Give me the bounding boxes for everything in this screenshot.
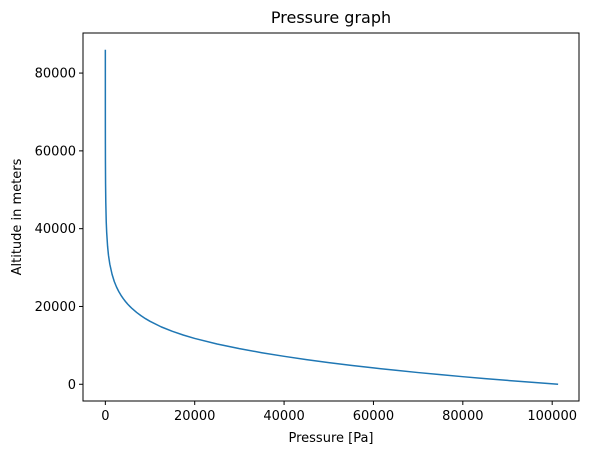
- y-tick-label: 40000: [35, 222, 76, 237]
- y-axis-label: Altitude in meters: [10, 158, 25, 275]
- plot-area: [82, 32, 580, 402]
- series-line: [104, 49, 559, 386]
- y-axis-ticks: 0 20000 40000 60000 80000: [35, 67, 83, 393]
- x-axis-ticks: 0 20000 40000 60000 80000 100000: [101, 401, 577, 424]
- y-tick-label: 80000: [35, 67, 76, 82]
- x-tick-label: 40000: [263, 409, 304, 424]
- y-tick-label: 60000: [35, 144, 76, 159]
- x-tick-label: 20000: [174, 409, 215, 424]
- y-tick-label: 20000: [35, 300, 76, 315]
- x-tick-label: 100000: [527, 409, 577, 424]
- plot-frame: [82, 32, 580, 402]
- x-tick-label: 80000: [442, 409, 483, 424]
- chart-title: Pressure graph: [271, 8, 391, 27]
- x-tick-label: 0: [101, 409, 109, 424]
- y-tick-label: 0: [68, 378, 76, 393]
- x-tick-label: 60000: [353, 409, 394, 424]
- x-axis-label: Pressure [Pa]: [288, 431, 373, 446]
